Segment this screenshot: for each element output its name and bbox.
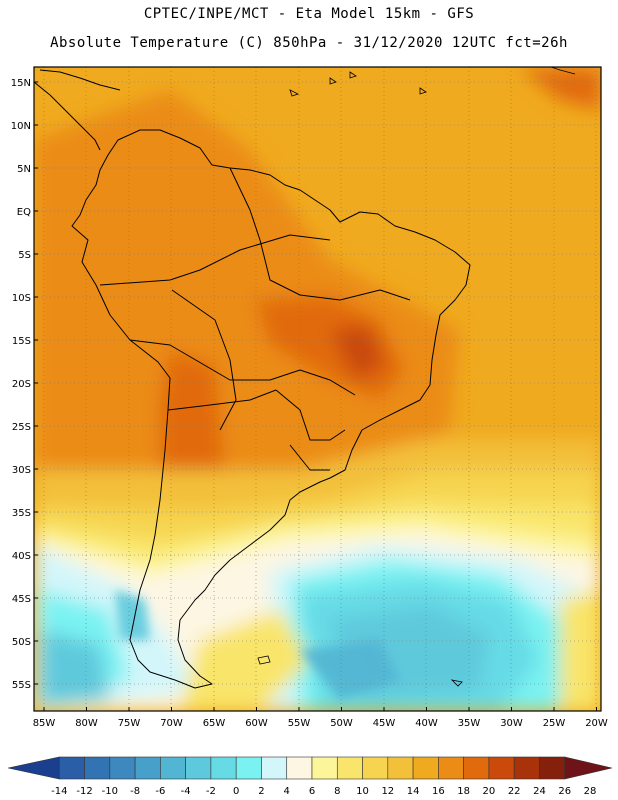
- colorbar-swatch: [387, 756, 414, 780]
- colorbar-label: 0: [233, 786, 239, 797]
- colorbar-swatch: [362, 756, 389, 780]
- colorbar-label: -6: [155, 786, 165, 797]
- colorbar-swatch: [134, 756, 161, 780]
- colorbar-label: 6: [309, 786, 315, 797]
- lon-label: 45W: [373, 718, 396, 729]
- colorbar-swatch: [513, 756, 540, 780]
- lon-label: 80W: [75, 718, 98, 729]
- lon-label: 60W: [245, 718, 268, 729]
- colorbar-label: -8: [130, 786, 140, 797]
- colorbar-label: -10: [102, 786, 118, 797]
- lon-label: 30W: [500, 718, 523, 729]
- lat-label: 25S: [12, 422, 31, 433]
- title-line-2: Absolute Temperature (C) 850hPa - 31/12/…: [50, 35, 568, 51]
- colorbar-label: 16: [432, 786, 445, 797]
- colorbar-swatch: [488, 756, 515, 780]
- colorbar-label: -14: [51, 786, 67, 797]
- colorbar-swatch: [438, 756, 464, 780]
- colorbar-labels: -14 -12 -10 -8 -6 -4 -2 0 2 4 6 8 10 12 14 16 18 20 22 24 26…: [51, 786, 596, 797]
- islands: [257, 67, 576, 687]
- lat-label: 45S: [12, 594, 31, 605]
- lat-label: 35S: [12, 508, 31, 519]
- colorbar-swatch: [336, 756, 363, 780]
- colorbar-label: -4: [181, 786, 191, 797]
- colorbar-label: -2: [206, 786, 216, 797]
- colorbar-swatch: [210, 756, 237, 780]
- colorbar-label: 14: [407, 786, 420, 797]
- colorbar-label: 8: [334, 786, 340, 797]
- colorbar-label: 18: [457, 786, 470, 797]
- map-frame: [33, 66, 602, 712]
- colorbar-label: 22: [508, 786, 521, 797]
- title-line-1: CPTEC/INPE/MCT - Eta Model 15km - GFS: [143, 6, 475, 22]
- colorbar-swatch: [286, 756, 313, 780]
- colorbar-swatch: [463, 756, 490, 780]
- colorbar-label: 2: [258, 786, 264, 797]
- lat-label: 55S: [12, 680, 31, 691]
- lat-label: 40S: [12, 551, 31, 562]
- colorbar-swatch: [564, 756, 613, 780]
- colorbar-label: 24: [533, 786, 546, 797]
- temperature-field: [34, 67, 601, 711]
- colorbar-label: -12: [76, 786, 92, 797]
- lat-label: EQ: [17, 207, 31, 218]
- lon-label: 70W: [160, 718, 183, 729]
- latitude-axis: 15N 10N 5N EQ 5S 10S 15S 20S 25S 30S 35S 40S 45S 50S 5…: [11, 78, 38, 691]
- colorbar-swatch: [235, 756, 262, 780]
- lat-label: 30S: [12, 465, 31, 476]
- colorbar-label: 28: [584, 786, 597, 797]
- lat-label: 10S: [12, 293, 31, 304]
- longitude-axis: 85W 80W 75W 70W 65W 60W 55W 50W 45W 40W 35W 30W 25W 2…: [33, 707, 608, 729]
- lon-label: 25W: [543, 718, 566, 729]
- colorbar-swatch: [109, 756, 136, 780]
- colorbar-swatch: [261, 756, 288, 780]
- lat-label: 5S: [18, 250, 31, 261]
- lat-label: 15S: [12, 336, 31, 347]
- colorbar-label: 12: [381, 786, 394, 797]
- lon-label: 20W: [585, 718, 608, 729]
- lon-label: 65W: [203, 718, 226, 729]
- colorbar-swatch: [539, 756, 566, 780]
- lat-label: 50S: [12, 637, 31, 648]
- lon-label: 40W: [415, 718, 438, 729]
- lon-label: 50W: [330, 718, 353, 729]
- coastlines: [34, 69, 471, 689]
- colorbar-swatch: [160, 756, 186, 780]
- colorbar-swatch: [84, 756, 111, 780]
- colorbar: [7, 756, 613, 780]
- lon-label: 75W: [118, 718, 141, 729]
- colorbar-swatch: [58, 756, 85, 780]
- lat-label: 20S: [12, 379, 31, 390]
- colorbar-label: 26: [558, 786, 571, 797]
- colorbar-label: 10: [356, 786, 369, 797]
- lat-label: 15N: [11, 78, 31, 89]
- lon-label: 85W: [33, 718, 56, 729]
- colorbar-label: 4: [284, 786, 290, 797]
- colorbar-swatch: [7, 756, 60, 780]
- lon-label: 35W: [458, 718, 481, 729]
- colorbar-swatch: [311, 756, 338, 780]
- lat-label: 5N: [17, 164, 31, 175]
- colorbar-swatch: [412, 756, 439, 780]
- colorbar-swatch: [185, 756, 212, 780]
- colorbar-label: 20: [483, 786, 496, 797]
- lat-label: 10N: [11, 121, 31, 132]
- lon-label: 55W: [288, 718, 311, 729]
